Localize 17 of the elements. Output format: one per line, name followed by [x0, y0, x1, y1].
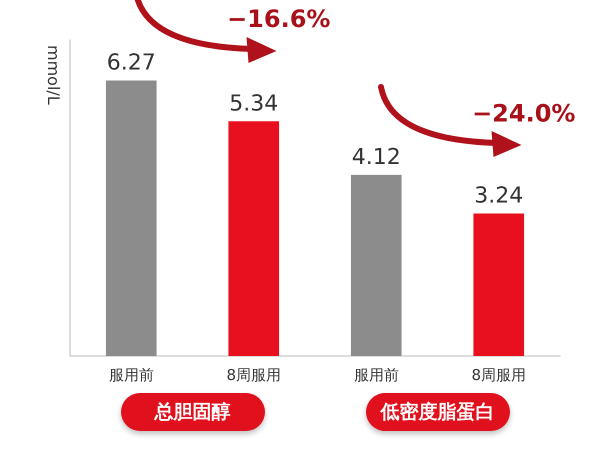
y-axis-title: mmol/L — [44, 45, 63, 105]
bar — [473, 213, 524, 356]
x-tick-label: 服用前 — [108, 366, 154, 384]
bar — [228, 121, 280, 356]
data-label: 6.27 — [106, 50, 156, 76]
x-tick-label: 服用前 — [354, 366, 399, 384]
data-label: 5.34 — [229, 91, 278, 116]
x-tick-label: 8周服用 — [471, 366, 526, 384]
pill-label: 低密度脂蛋白 — [366, 393, 510, 431]
data-label: 4.12 — [352, 144, 401, 170]
pill-label: 总胆固醇 — [120, 393, 264, 431]
data-label: 3.24 — [474, 184, 524, 209]
text: −16.6% — [227, 5, 330, 34]
x-tick-label: 8周服用 — [226, 366, 282, 384]
annotation: −24.0% — [472, 99, 576, 128]
bar — [106, 80, 157, 356]
bar — [350, 174, 402, 356]
